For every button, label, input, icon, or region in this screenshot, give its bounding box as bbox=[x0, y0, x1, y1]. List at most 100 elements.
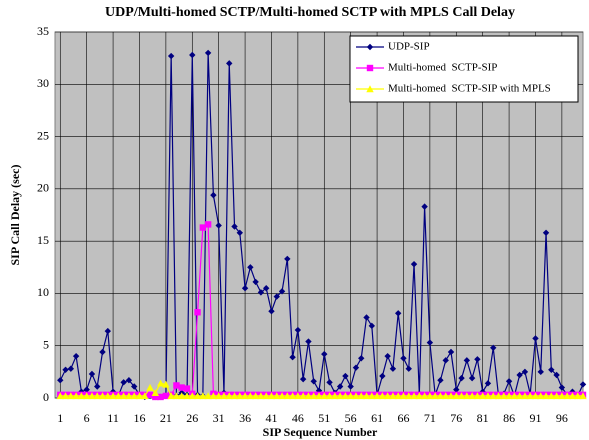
y-tick-label: 35 bbox=[37, 24, 49, 38]
marker bbox=[114, 392, 123, 400]
marker bbox=[135, 392, 144, 400]
marker bbox=[288, 392, 297, 400]
marker bbox=[537, 392, 545, 400]
marker bbox=[574, 392, 582, 400]
marker bbox=[268, 308, 275, 315]
marker bbox=[178, 384, 185, 391]
x-tick-label: 71 bbox=[424, 411, 436, 425]
marker bbox=[363, 314, 370, 321]
x-tick-label: 56 bbox=[345, 411, 357, 425]
marker bbox=[468, 374, 476, 382]
marker bbox=[373, 392, 381, 400]
marker bbox=[199, 224, 207, 231]
marker bbox=[415, 392, 424, 400]
marker bbox=[410, 392, 418, 400]
marker bbox=[474, 356, 481, 363]
marker bbox=[395, 310, 402, 317]
marker bbox=[299, 375, 307, 383]
marker bbox=[278, 392, 286, 400]
legend-label: Multi-homed SCTP-SIP with MPLS bbox=[388, 83, 551, 95]
marker bbox=[368, 322, 375, 330]
marker bbox=[209, 392, 218, 400]
marker bbox=[189, 51, 196, 59]
marker bbox=[463, 357, 471, 364]
marker bbox=[278, 288, 286, 295]
marker bbox=[579, 392, 587, 400]
marker bbox=[500, 392, 508, 400]
marker bbox=[257, 392, 265, 400]
marker bbox=[537, 368, 544, 376]
x-tick-label: 6 bbox=[84, 411, 90, 425]
marker bbox=[162, 392, 170, 400]
x-tick-label: 46 bbox=[292, 411, 304, 425]
marker bbox=[426, 392, 434, 400]
marker bbox=[437, 377, 444, 384]
x-tick-label: 26 bbox=[186, 411, 198, 425]
marker bbox=[299, 392, 307, 400]
marker bbox=[267, 392, 276, 400]
marker bbox=[389, 392, 397, 400]
marker bbox=[172, 392, 181, 400]
marker bbox=[310, 392, 318, 400]
x-tick-label: 11 bbox=[107, 411, 119, 425]
marker bbox=[77, 392, 86, 400]
marker bbox=[273, 293, 280, 300]
marker bbox=[547, 392, 556, 400]
marker bbox=[231, 223, 238, 230]
marker bbox=[352, 364, 360, 371]
marker bbox=[378, 392, 387, 400]
marker bbox=[400, 355, 407, 362]
marker bbox=[326, 379, 333, 386]
marker bbox=[510, 392, 519, 400]
marker bbox=[214, 392, 223, 400]
marker bbox=[468, 392, 476, 400]
marker bbox=[384, 352, 391, 360]
y-tick-label: 30 bbox=[37, 76, 49, 90]
marker bbox=[489, 392, 497, 400]
marker bbox=[204, 392, 212, 400]
marker bbox=[204, 221, 212, 228]
marker bbox=[57, 377, 64, 384]
x-tick-label: 86 bbox=[503, 411, 515, 425]
marker bbox=[310, 378, 317, 385]
marker bbox=[263, 285, 270, 292]
x-tick-label: 76 bbox=[450, 411, 462, 425]
x-tick-label: 16 bbox=[133, 411, 145, 425]
marker bbox=[341, 392, 350, 400]
marker bbox=[241, 392, 249, 400]
marker bbox=[246, 392, 255, 400]
marker bbox=[284, 255, 291, 263]
marker bbox=[552, 392, 561, 400]
marker bbox=[125, 392, 133, 400]
marker bbox=[72, 392, 80, 400]
marker bbox=[230, 392, 239, 400]
marker bbox=[526, 392, 534, 400]
marker bbox=[442, 357, 449, 364]
marker bbox=[193, 392, 202, 400]
marker bbox=[210, 191, 217, 199]
marker bbox=[399, 392, 408, 400]
marker bbox=[183, 392, 191, 400]
marker bbox=[82, 392, 91, 400]
marker bbox=[236, 229, 243, 236]
marker bbox=[358, 355, 365, 362]
marker bbox=[289, 354, 296, 361]
x-tick-label: 41 bbox=[265, 411, 277, 425]
marker bbox=[320, 392, 328, 400]
marker bbox=[394, 392, 402, 400]
marker bbox=[362, 392, 371, 400]
marker bbox=[99, 348, 106, 356]
marker bbox=[553, 371, 560, 379]
legend-box bbox=[349, 35, 579, 103]
marker bbox=[336, 383, 344, 390]
marker bbox=[183, 385, 191, 392]
marker bbox=[194, 309, 201, 316]
y-tick-label: 15 bbox=[37, 233, 49, 247]
marker bbox=[251, 392, 260, 400]
marker bbox=[521, 392, 529, 400]
marker bbox=[484, 392, 492, 400]
marker bbox=[515, 392, 524, 400]
marker bbox=[568, 392, 577, 400]
marker bbox=[447, 392, 455, 400]
marker bbox=[366, 85, 374, 93]
